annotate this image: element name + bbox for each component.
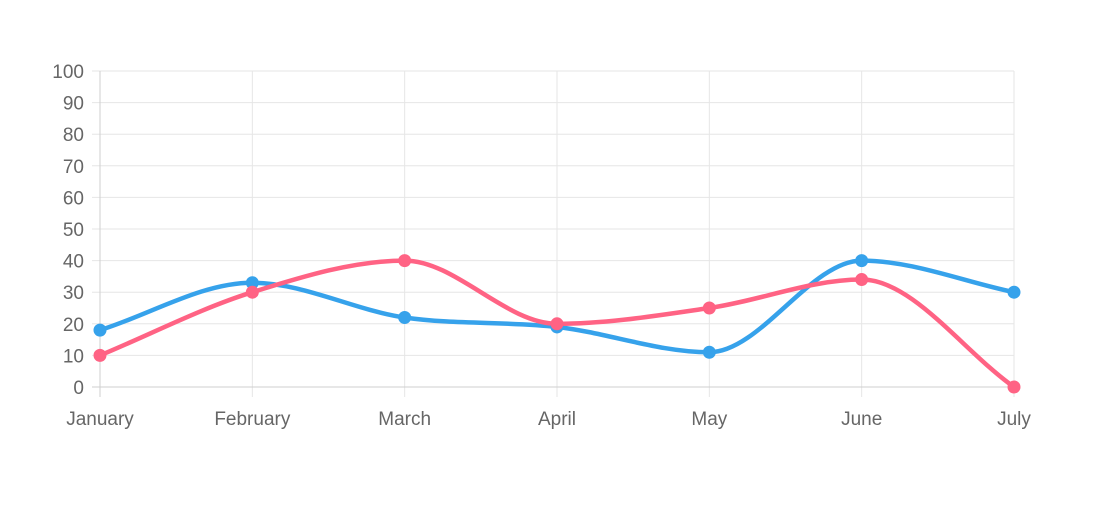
series-points [93,254,1021,394]
y-tick-label: 100 [52,62,84,83]
axes [92,71,1014,397]
x-axis-tick-labels: January February March April May June July [66,409,1031,430]
x-tick-label: July [997,409,1031,430]
x-tick-label: February [214,409,291,430]
y-tick-label: 60 [63,188,84,209]
x-tick-label: March [378,409,431,430]
grid [92,70,1015,397]
y-axis-tick-labels: 0 10 20 30 40 50 60 70 80 90 100 [52,62,84,399]
series-1-point-june[interactable] [855,254,869,268]
x-tick-label: May [691,409,727,430]
series-1-point-may[interactable] [702,345,716,359]
x-tick-label: April [538,409,576,430]
x-tick-label: June [841,409,882,430]
series-1-point-march[interactable] [398,310,412,324]
series-2-point-july[interactable] [1007,380,1021,394]
series-1-point-january[interactable] [93,323,107,337]
y-tick-label: 70 [63,157,84,178]
series-1-point-july[interactable] [1007,285,1021,299]
y-tick-label: 30 [63,283,84,304]
y-tick-label: 40 [63,252,84,273]
y-tick-label: 80 [63,125,84,146]
series-2-point-january[interactable] [93,348,107,362]
y-tick-label: 0 [73,378,84,399]
y-tick-label: 20 [63,315,84,336]
series-2-point-june[interactable] [855,273,869,287]
x-tick-label: January [66,409,134,430]
y-tick-label: 10 [63,346,84,367]
series-2-point-april[interactable] [550,317,564,331]
series-2-point-february[interactable] [245,285,259,299]
y-tick-label: 50 [63,220,84,241]
series-2-point-march[interactable] [398,254,412,268]
y-tick-label: 90 [63,94,84,115]
series-2-point-may[interactable] [702,301,716,315]
